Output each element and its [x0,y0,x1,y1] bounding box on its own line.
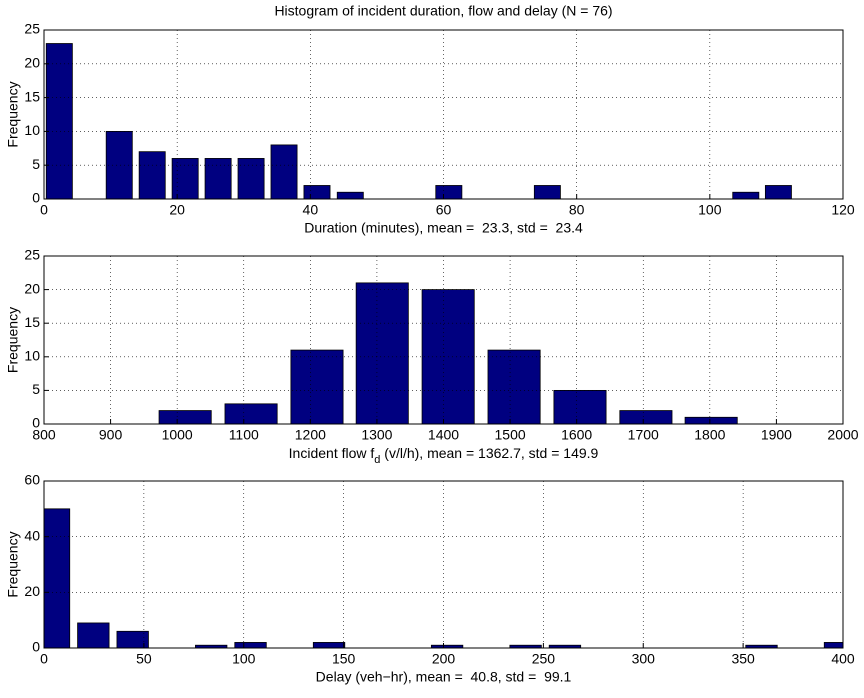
x-tick-label: 1300 [361,427,392,443]
x-tick-label: 1200 [295,427,326,443]
x-tick-label: 1500 [495,427,526,443]
y-tick-label: 60 [24,472,40,488]
bar [487,349,541,424]
bar [732,191,760,199]
bar [430,644,464,648]
bar [44,508,71,648]
x-tick-label: 150 [332,651,356,667]
bar [237,158,265,199]
bar [45,43,73,199]
bar [105,130,133,199]
y-tick-label: 0 [32,190,40,206]
label-part: Incident flow f [289,445,375,461]
x-tick-label: 80 [569,202,585,218]
plot-area [158,282,738,424]
x-tick-label: 200 [432,651,456,667]
subscript: d [374,454,380,466]
bar [764,185,792,199]
bar [234,642,267,648]
y-tick-label: 40 [24,527,40,543]
y-tick-label: 20 [24,55,40,71]
y-tick-label: 25 [24,247,40,263]
y-tick-label: 5 [32,381,40,397]
chart-title: Histogram of incident duration, flow and… [274,3,612,19]
x-tick-label: 0 [40,651,48,667]
x-tick-label: 1000 [162,427,193,443]
x-tick-label: 350 [731,651,755,667]
x-tick-label: 900 [99,427,123,443]
x-tick-label: 2000 [827,427,858,443]
x-tick-label: 1100 [229,427,259,443]
bar [509,644,542,648]
bar [553,389,607,424]
y-tick-label: 5 [32,156,40,172]
y-axis-label: Frequency [5,307,21,373]
y-tick-label: 15 [24,88,40,104]
x-tick-label: 100 [698,202,722,218]
x-tick-label: 250 [532,651,556,667]
bar [290,349,344,424]
x-axis-label: Duration (minutes), mean = 23.3, std = 2… [304,220,583,236]
x-tick-label: 1600 [561,427,592,443]
x-tick-label: 120 [831,202,855,218]
bar [533,185,561,199]
x-tick-label: 300 [632,651,656,667]
y-axis-label: Frequency [5,531,21,597]
bar [619,410,673,424]
bar [270,144,298,199]
axes-box [43,29,844,200]
bar [303,185,331,199]
x-tick-label: 1900 [761,427,792,443]
y-tick-label: 10 [24,348,40,364]
x-tick-label: 800 [32,427,56,443]
bar [77,622,110,648]
x-axis-label: Incident flow fd (v/l/h), mean = 1362.7,… [289,445,599,466]
plot-area [44,508,843,648]
y-tick-label: 20 [24,583,40,599]
x-tick-label: 1700 [628,427,659,443]
x-axis-label: Delay (veh−hr), mean = 40.8, std = 99.1 [316,669,572,685]
bar [355,282,409,424]
axes-box [43,255,844,425]
x-tick-label: 1400 [428,427,459,443]
bar [195,644,228,648]
bar [823,642,843,648]
bar [745,644,778,648]
bar [138,151,166,199]
x-tick-label: 20 [169,202,185,218]
y-tick-label: 10 [24,122,40,138]
plot-area [45,43,792,199]
bar [312,642,346,648]
x-tick-label: 0 [40,202,48,218]
bar [684,416,738,424]
y-axis-label: Frequency [5,81,21,147]
y-tick-label: 0 [32,639,40,655]
axes-box [43,480,844,649]
bar [336,191,364,199]
y-tick-label: 0 [32,415,40,431]
bar [435,185,463,199]
x-tick-label: 60 [436,202,452,218]
x-tick-label: 1800 [694,427,725,443]
label-part: (v/l/h), mean = 1362.7, std = 149.9 [380,445,598,461]
y-tick-label: 25 [24,21,40,37]
y-tick-label: 15 [24,314,40,330]
x-tick-label: 40 [303,202,319,218]
y-tick-label: 20 [24,280,40,296]
bar [158,410,212,424]
bar [548,644,582,648]
x-tick-label: 100 [232,651,256,667]
bar [171,158,199,199]
x-tick-label: 400 [831,651,855,667]
bar [224,403,278,424]
x-tick-label: 50 [136,651,152,667]
bar [204,158,232,199]
